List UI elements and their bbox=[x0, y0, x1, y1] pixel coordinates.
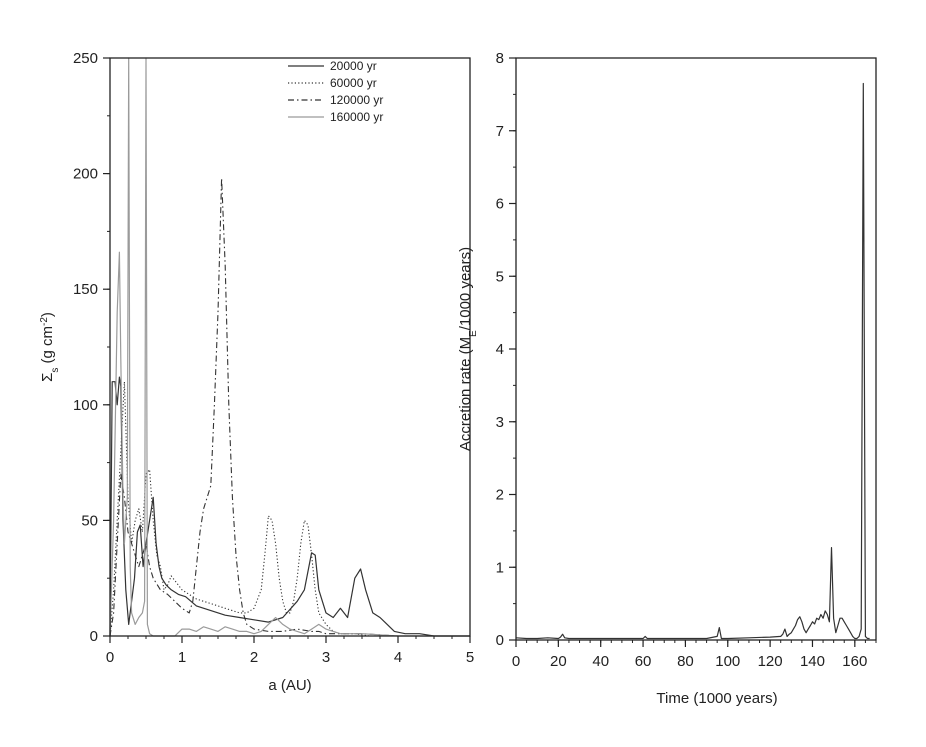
legend-label-1: 60000 yr bbox=[330, 76, 377, 90]
right-y-tick-label: 3 bbox=[496, 414, 504, 431]
left-series-line-2 bbox=[109, 177, 470, 637]
left-x-tick-label: 4 bbox=[394, 649, 402, 666]
right-x-tick-label: 100 bbox=[715, 653, 740, 670]
right-y-tick-label: 4 bbox=[496, 341, 504, 358]
right-x-tick-label: 120 bbox=[758, 653, 783, 670]
left-plot-frame bbox=[109, 57, 471, 637]
left-y-ticks: 0 50 100 150 200 250 bbox=[73, 50, 110, 645]
legend-label-2: 120000 yr bbox=[330, 93, 383, 107]
left-series-line-3 bbox=[109, 57, 470, 637]
left-y-axis-label: Σs (g cm-2) bbox=[39, 312, 61, 382]
right-plot-frame bbox=[515, 57, 877, 641]
left-y-tick-label: 200 bbox=[73, 166, 98, 183]
right-y-tick-label: 8 bbox=[496, 50, 504, 67]
right-y-tick-label: 6 bbox=[496, 196, 504, 213]
accretion-rate-series bbox=[515, 82, 870, 640]
left-y-tick-label: 150 bbox=[73, 281, 98, 298]
right-x-axis-label: Time (1000 years) bbox=[656, 690, 777, 707]
legend-label-0: 20000 yr bbox=[330, 59, 377, 73]
right-y-tick-label: 7 bbox=[496, 123, 504, 140]
legend-label-3: 160000 yr bbox=[330, 110, 383, 124]
left-series-line-1 bbox=[109, 381, 470, 637]
left-y-tick-label: 250 bbox=[73, 50, 98, 67]
legend: 20000 yr 60000 yr 120000 yr 160000 yr bbox=[288, 59, 383, 124]
right-series-line-0 bbox=[515, 82, 870, 640]
surface-density-series bbox=[109, 57, 470, 637]
right-x-tick-label: 40 bbox=[592, 653, 609, 670]
surface-density-chart: 0 1 2 3 4 5 0 50 100 150 200 250 a (AU) Σs (g cm-2… bbox=[39, 50, 475, 694]
left-y-tick-label: 0 bbox=[90, 628, 98, 645]
right-x-ticks: 0 20 40 60 80 100 120 140 160 bbox=[512, 640, 877, 670]
right-y-axis-label: Accretion rate (ME/1000 years) bbox=[457, 247, 479, 451]
left-y-tick-label: 100 bbox=[73, 397, 98, 414]
left-y-tick-label: 50 bbox=[81, 512, 98, 529]
right-x-tick-label: 160 bbox=[842, 653, 867, 670]
left-x-tick-label: 1 bbox=[178, 649, 186, 666]
right-y-tick-label: 1 bbox=[496, 559, 504, 576]
left-x-ticks: 0 1 2 3 4 5 bbox=[106, 636, 474, 666]
left-x-tick-label: 0 bbox=[106, 649, 114, 666]
left-x-tick-label: 2 bbox=[250, 649, 258, 666]
left-x-tick-label: 3 bbox=[322, 649, 330, 666]
right-x-tick-label: 80 bbox=[677, 653, 694, 670]
left-series-line-0 bbox=[109, 376, 470, 637]
left-x-tick-label: 5 bbox=[466, 649, 474, 666]
right-y-ticks: 0 1 2 3 4 5 6 7 8 bbox=[496, 50, 516, 649]
right-x-tick-label: 0 bbox=[512, 653, 520, 670]
right-x-tick-label: 60 bbox=[635, 653, 652, 670]
left-x-axis-label: a (AU) bbox=[268, 677, 311, 694]
right-x-tick-label: 20 bbox=[550, 653, 567, 670]
right-x-tick-label: 140 bbox=[800, 653, 825, 670]
accretion-rate-chart: 0 20 40 60 80 100 120 140 160 0 1 2 3 4 5 6 7 8 Time (10… bbox=[457, 50, 877, 707]
right-y-tick-label: 2 bbox=[496, 487, 504, 504]
right-y-tick-label: 5 bbox=[496, 268, 504, 285]
right-y-tick-label: 0 bbox=[496, 632, 504, 649]
